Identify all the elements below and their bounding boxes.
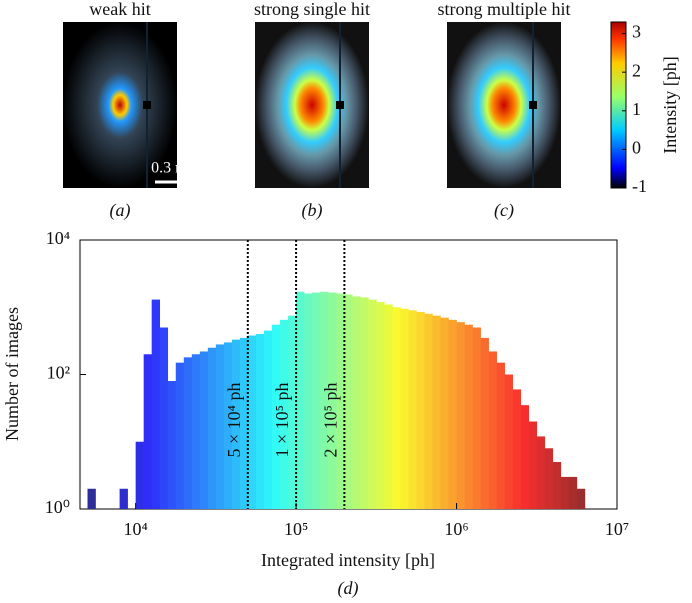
panel-label: (d) <box>338 578 359 599</box>
histogram-bar <box>207 347 217 509</box>
histogram-bar <box>360 297 369 509</box>
histogram-bar <box>167 381 177 509</box>
x-tick-label: 10⁵ <box>284 519 308 539</box>
histogram-bar <box>544 448 554 509</box>
histogram-bar <box>536 436 546 509</box>
histogram-bar <box>344 294 353 509</box>
histogram-bar <box>392 307 401 509</box>
histogram-bar <box>376 301 385 509</box>
histogram-bar <box>255 334 265 509</box>
histogram-bar <box>352 296 361 509</box>
histogram-bar <box>288 315 297 509</box>
colorbar-label: Intensity [ph] <box>660 56 680 153</box>
panel-label: (b) <box>302 200 323 221</box>
histogram-bar <box>512 389 522 509</box>
histogram-bar <box>143 354 152 509</box>
histogram-bar <box>199 351 209 509</box>
histogram-bar <box>528 421 538 509</box>
histogram-bar <box>231 339 241 509</box>
histogram-bar <box>520 405 530 509</box>
image-c <box>447 22 561 188</box>
panel-label: (a) <box>110 200 131 221</box>
y-tick-label: 10⁰ <box>45 497 70 517</box>
colorbar-tick-label: 2 <box>632 60 641 80</box>
histogram-bar <box>488 351 497 509</box>
histogram-bar <box>280 319 289 509</box>
histogram-bar <box>312 292 321 509</box>
x-tick-label: 10⁶ <box>444 519 468 539</box>
x-tick-label: 10⁷ <box>605 519 629 539</box>
colorbar-tick-label: -1 <box>632 176 647 196</box>
histogram-bar <box>568 476 578 509</box>
panel-title: strong single hit <box>254 0 370 19</box>
y-tick-label: 10⁴ <box>46 228 70 248</box>
histogram-bar <box>215 344 225 509</box>
histogram-bar <box>416 311 425 509</box>
histogram-bar <box>576 488 586 509</box>
panel-title: strong multiple hit <box>438 0 571 19</box>
histogram-bar <box>191 354 201 509</box>
histogram-bar <box>223 342 233 509</box>
threshold-label: 2 × 10⁵ ph <box>321 383 341 458</box>
histogram-bar <box>560 476 570 509</box>
histogram-bar <box>336 293 345 509</box>
histogram-bar <box>504 374 514 509</box>
histogram-bar <box>424 313 433 509</box>
histogram-bar <box>368 299 377 509</box>
histogram-bar <box>400 308 409 509</box>
colorbar <box>610 21 627 189</box>
histogram-bar <box>239 337 249 509</box>
histogram-bar <box>496 362 505 509</box>
histogram-bar <box>432 315 441 509</box>
image-b <box>255 22 369 188</box>
histogram-bar <box>247 335 257 509</box>
x-tick-label: 10⁴ <box>124 519 148 539</box>
x-axis-label: Integrated intensity [ph] <box>261 550 435 570</box>
histogram-bar <box>552 461 562 509</box>
histogram-bar <box>183 357 193 509</box>
panel-title: weak hit <box>89 0 150 19</box>
histogram-bar <box>480 337 489 509</box>
histogram-bar <box>264 330 273 509</box>
y-tick-label: 10² <box>47 363 70 383</box>
histogram-bar <box>440 317 449 509</box>
histogram-bar <box>384 304 393 509</box>
panel-label: (c) <box>494 200 514 221</box>
histogram-bar <box>328 292 337 509</box>
histogram-bar <box>135 441 144 509</box>
beamstop <box>529 101 537 109</box>
histogram-bar <box>320 291 329 509</box>
histogram-bar <box>464 324 473 509</box>
histogram-bar <box>304 293 313 509</box>
histogram-bar <box>119 488 128 509</box>
beamstop <box>143 101 151 109</box>
histogram-bar <box>175 362 185 509</box>
colorbar-tick-label: 0 <box>632 138 641 158</box>
threshold-label: 5 × 10⁴ ph <box>224 383 244 458</box>
histogram-bar <box>87 488 96 509</box>
histogram-bar <box>472 327 481 509</box>
y-axis-label: Number of images <box>2 307 22 441</box>
colorbar-tick-label: 1 <box>632 99 641 119</box>
histogram-bar <box>159 327 169 509</box>
histogram-bar <box>151 299 161 509</box>
histogram-bar <box>448 319 457 509</box>
histogram-bar <box>408 310 417 509</box>
diffraction-images <box>63 21 627 510</box>
histogram-bar <box>272 324 281 509</box>
histogram-bar <box>456 322 465 509</box>
image-a <box>63 22 177 188</box>
beamstop <box>336 101 344 109</box>
histogram-bar <box>296 291 305 509</box>
scale-bar-label: 0.3 nm⁻¹ <box>151 160 209 177</box>
colorbar-tick-label: 3 <box>632 22 641 42</box>
threshold-label: 1 × 10⁵ ph <box>272 383 292 458</box>
